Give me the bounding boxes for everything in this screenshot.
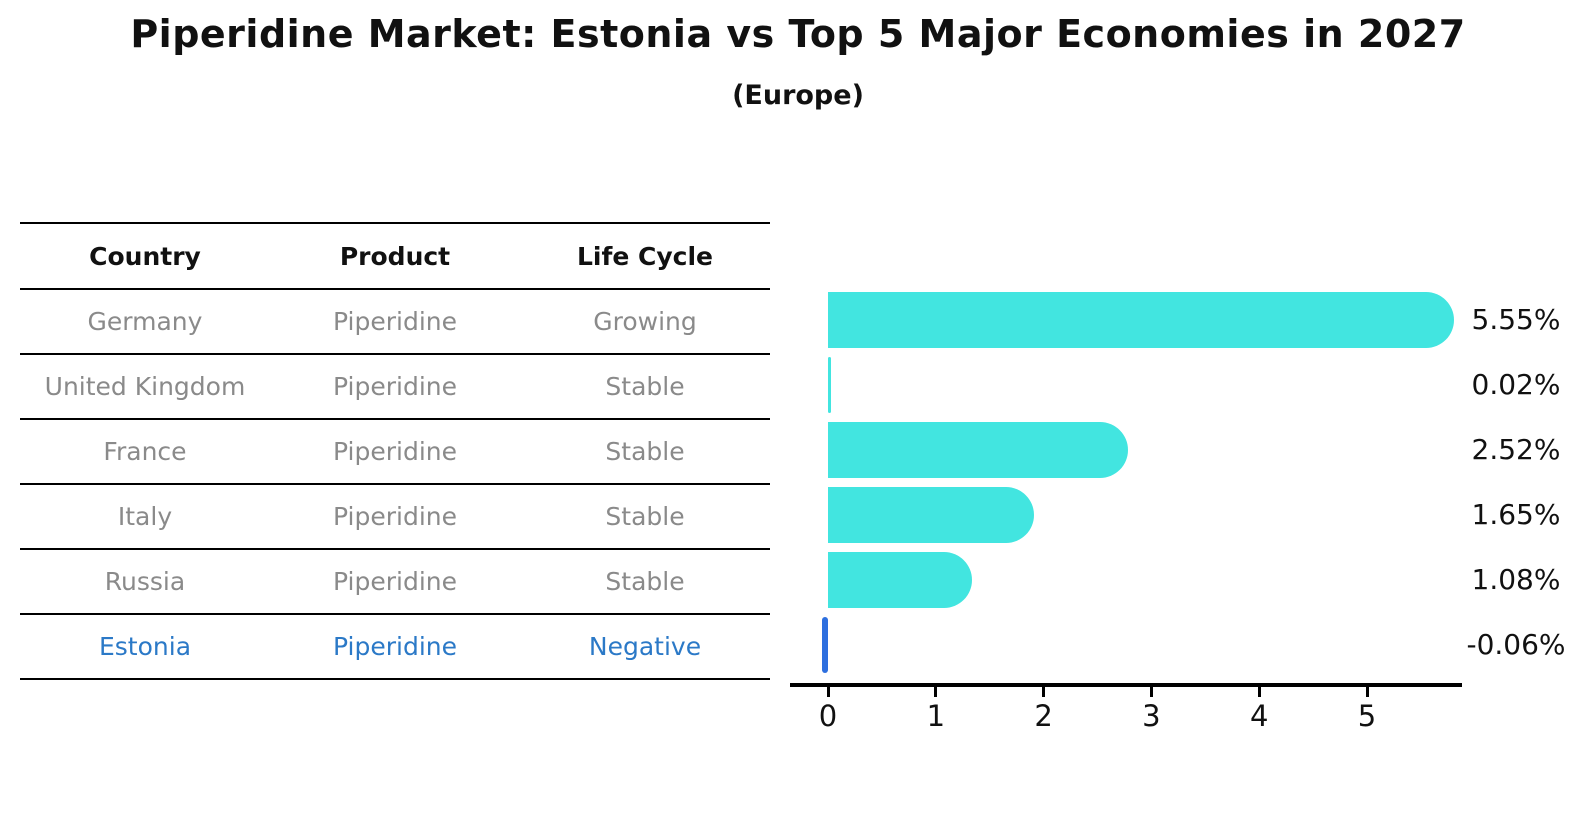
x-tick-label-3: 3 bbox=[1142, 699, 1161, 733]
cell-life-cycle: Stable bbox=[605, 567, 685, 596]
table-row: France Piperidine Stable bbox=[20, 420, 770, 485]
x-tick-mark-2 bbox=[1042, 687, 1046, 697]
table-row: Italy Piperidine Stable bbox=[20, 485, 770, 550]
cell-product: Piperidine bbox=[333, 632, 457, 661]
column-header-life-cycle: Life Cycle bbox=[576, 241, 714, 271]
column-header-country: Country bbox=[89, 241, 201, 271]
cell-life-cycle: Negative bbox=[588, 632, 702, 661]
bar-united-kingdom bbox=[828, 357, 831, 413]
x-tick-label-2: 2 bbox=[1034, 699, 1053, 733]
chart-subtitle: (Europe) bbox=[732, 80, 864, 111]
bar-estonia bbox=[821, 617, 828, 673]
cell-product: Piperidine bbox=[333, 567, 457, 596]
value-label-united-kingdom: 0.02% bbox=[1471, 368, 1561, 401]
x-tick-label-4: 4 bbox=[1249, 699, 1269, 733]
table-row: Estonia Piperidine Negative bbox=[20, 615, 770, 680]
x-tick-mark-5 bbox=[1365, 687, 1369, 697]
value-label-germany: 5.55% bbox=[1471, 303, 1561, 336]
x-tick-mark-1 bbox=[934, 687, 938, 697]
bar-russia bbox=[828, 552, 973, 608]
cell-product: Piperidine bbox=[333, 307, 457, 336]
table-header-row: Country Product Life Cycle bbox=[20, 224, 770, 290]
x-axis-line bbox=[790, 683, 1462, 687]
value-label-estonia: -0.06% bbox=[1466, 628, 1566, 661]
bar-italy bbox=[828, 487, 1034, 543]
value-label-france: 2.52% bbox=[1471, 433, 1561, 466]
chart-title: Piperidine Market: Estonia vs Top 5 Majo… bbox=[130, 12, 1466, 56]
cell-life-cycle: Stable bbox=[605, 372, 685, 401]
table-row: United Kingdom Piperidine Stable bbox=[20, 355, 770, 420]
cell-country: Italy bbox=[117, 502, 173, 531]
cell-product: Piperidine bbox=[333, 437, 457, 466]
cell-life-cycle: Stable bbox=[605, 502, 685, 531]
cell-life-cycle: Growing bbox=[593, 307, 697, 336]
cell-country: Russia bbox=[104, 567, 186, 596]
value-label-italy: 1.65% bbox=[1471, 498, 1561, 531]
comparison-table: Country Product Life Cycle Germany Piper… bbox=[20, 222, 770, 680]
value-label-russia: 1.08% bbox=[1471, 563, 1561, 596]
x-tick-label-0: 0 bbox=[818, 699, 838, 733]
x-tick-mark-0 bbox=[826, 687, 830, 697]
cell-life-cycle: Stable bbox=[605, 437, 685, 466]
table-row: Germany Piperidine Growing bbox=[20, 290, 770, 355]
bar-germany bbox=[828, 292, 1455, 348]
bar-france bbox=[828, 422, 1128, 478]
x-tick-mark-4 bbox=[1257, 687, 1261, 697]
cell-country: Germany bbox=[87, 307, 203, 336]
cell-country: Estonia bbox=[98, 632, 192, 661]
x-tick-label-5: 5 bbox=[1357, 699, 1377, 733]
column-header-product: Product bbox=[339, 241, 451, 271]
cell-country: United Kingdom bbox=[44, 372, 246, 401]
table-row: Russia Piperidine Stable bbox=[20, 550, 770, 615]
cell-product: Piperidine bbox=[333, 502, 457, 531]
cell-country: France bbox=[103, 437, 187, 466]
x-tick-label-1: 1 bbox=[926, 699, 946, 733]
x-tick-mark-3 bbox=[1149, 687, 1153, 697]
cell-product: Piperidine bbox=[333, 372, 457, 401]
